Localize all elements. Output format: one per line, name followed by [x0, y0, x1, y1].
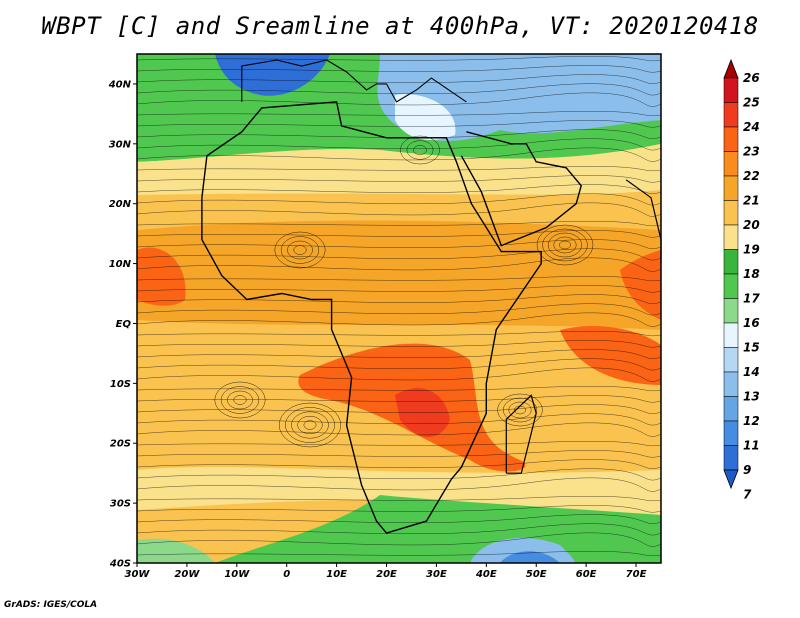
colorbar-label: 20 — [743, 218, 760, 232]
lon-tick-label: 30W — [125, 569, 151, 580]
colorbar-swatch — [723, 77, 739, 103]
colorbar-swatch — [723, 126, 739, 152]
colorbar-swatch — [723, 151, 739, 177]
grads-credit: GrADS: IGES/COLA — [4, 600, 98, 610]
country-borders — [201, 59, 662, 534]
colorbar-top-arrow — [723, 58, 739, 79]
colorbar-swatch — [723, 347, 739, 373]
colorbar-swatch — [723, 298, 739, 324]
colorbar-label: 25 — [743, 96, 760, 110]
colorbar-label: 21 — [743, 194, 760, 208]
colorbar-swatch — [723, 273, 739, 299]
colorbar-swatch — [723, 200, 739, 226]
colorbar-swatch — [723, 396, 739, 422]
colorbar: 26 25 24 23 22 21 20 19 18 17 16 15 14 13 12 11 9 7 — [723, 58, 760, 502]
colorbar-label: 18 — [743, 267, 760, 281]
lon-tick-label: 10W — [224, 569, 250, 580]
lon-tick-label: 70E — [626, 569, 647, 580]
colorbar-swatch — [723, 224, 739, 250]
colorbar-label: 22 — [743, 169, 760, 183]
lat-tick-label: 40S — [109, 559, 131, 570]
lon-tick-label: 50E — [526, 569, 547, 580]
colorbar-label: 17 — [743, 292, 760, 306]
lon-tick-label: 60E — [576, 569, 597, 580]
lon-tick-label: 10E — [326, 569, 347, 580]
colorbar-label: 24 — [743, 120, 760, 134]
lat-tick-label: 40N — [108, 79, 132, 90]
colorbar-label: 9 — [743, 463, 751, 477]
lat-tick-label: 10S — [110, 379, 131, 390]
lon-tick-label: 20E — [376, 569, 397, 580]
colorbar-swatch — [723, 371, 739, 397]
colorbar-swatch — [723, 445, 739, 471]
colorbar-label: 23 — [743, 145, 760, 159]
colorbar-label: 15 — [743, 341, 760, 355]
colorbar-swatch — [723, 322, 739, 348]
colorbar-label: 14 — [743, 365, 760, 379]
colorbar-swatch — [723, 175, 739, 201]
colorbar-swatch — [723, 249, 739, 275]
colorbar-label: 16 — [743, 316, 760, 330]
colorbar-label: 11 — [743, 439, 760, 453]
wbpt-field — [137, 54, 661, 563]
lat-tick-label: 20N — [109, 199, 132, 210]
colorbar-label: 12 — [743, 414, 760, 428]
colorbar-label: 26 — [743, 71, 760, 85]
colorbar-label: 19 — [743, 243, 760, 257]
colorbar-label: 7 — [743, 488, 752, 502]
lon-tick-label: 30E — [426, 569, 447, 580]
colorbar-swatch — [723, 420, 739, 446]
map-title: WBPT [C] and Sreamline at 400hPa, VT: 20… — [41, 12, 759, 40]
lon-tick-label: 0 — [283, 569, 290, 580]
lon-tick-label: 40E — [475, 569, 497, 580]
lat-tick-label: 20S — [110, 439, 131, 450]
lat-tick-label: 30N — [109, 139, 132, 150]
lat-tick-label: 10N — [109, 259, 132, 270]
lat-tick-label: EQ — [116, 319, 132, 330]
colorbar-bottom-arrow — [723, 469, 739, 490]
map-frame — [136, 53, 662, 564]
streamlines — [136, 56, 662, 557]
colorbar-swatch — [723, 102, 739, 128]
lon-tick-label: 20W — [174, 569, 200, 580]
colorbar-label: 13 — [743, 390, 760, 404]
lat-tick-label: 30S — [110, 499, 131, 510]
